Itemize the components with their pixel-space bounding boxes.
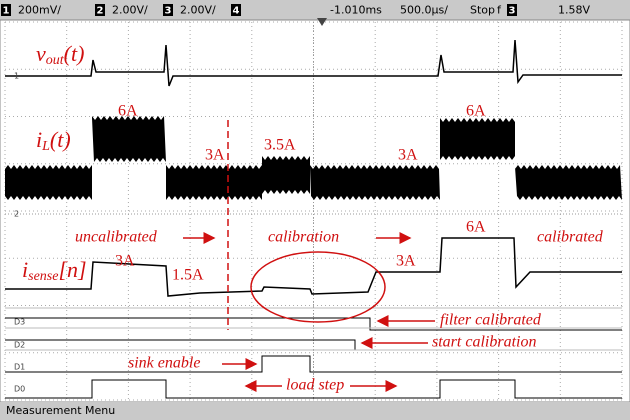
annotation: sink enable [128,355,200,372]
status-delay: -1.010ms [330,4,382,17]
il-band [166,165,262,200]
annotation: uncalibrated [75,229,158,246]
channel-number: 3 [509,6,516,17]
menu-title: Measurement Menu [6,404,115,417]
current-label: 3A [115,253,135,270]
annotation: start calibration [432,334,536,351]
status-ch2-scale: 2.00V/ [112,4,148,17]
annotation: calibrated [537,229,604,246]
signal-subscript: L [41,139,50,154]
page: {"header": {"ch1": "1", "ch1_scale": "20… [0,0,630,420]
current-label: 3A [205,147,225,164]
channel-marker: 2 [14,210,19,219]
channel-marker: D0 [14,385,25,394]
current-label: 6A [118,103,138,120]
il-band [262,156,310,194]
il-band [92,116,166,162]
current-label: 6A [466,103,486,120]
signal-argument: (t) [50,127,71,152]
status-ch1-scale: 200mV/ [18,4,61,17]
signal-symbol: v [36,41,46,66]
signal-argument: (t) [64,41,85,66]
il-band [440,118,515,160]
status-ch3-scale: 2.00V/ [180,4,216,17]
channel-marker: D2 [14,341,25,350]
current-label: 3A [396,253,416,270]
annotation: filter calibrated [440,312,542,329]
il-band [5,165,92,200]
channel-number: 2 [97,6,104,17]
channel-number: 3 [165,6,172,17]
current-label: 3.5A [264,137,296,154]
status-timebase: 500.0µs/ [400,4,448,17]
scope-screen: 12D3D2D1D0vout(t)iL(t)isense[n]6A3A3.5A3… [0,0,630,420]
channel-marker: D3 [14,318,25,327]
channel-number: 4 [233,6,240,17]
signal-label: iL(t) [36,127,71,154]
signal-argument: [n] [58,257,86,282]
channel-number: 1 [3,6,10,17]
channel-marker: D1 [14,363,25,372]
status-status: Stop [470,4,495,17]
channel-marker: 1 [14,72,19,81]
il-band [515,165,622,200]
status-bar [0,0,630,20]
annotation: calibration [268,229,339,246]
status-trigger-level: 1.58V [558,4,590,17]
signal-subscript: out [46,53,65,68]
current-label: 3A [398,147,418,164]
il-band [310,165,440,200]
current-label: 1.5A [172,267,204,284]
current-label: 6A [466,219,486,236]
signal-subscript: sense [28,269,58,284]
annotation: load step [286,377,344,394]
